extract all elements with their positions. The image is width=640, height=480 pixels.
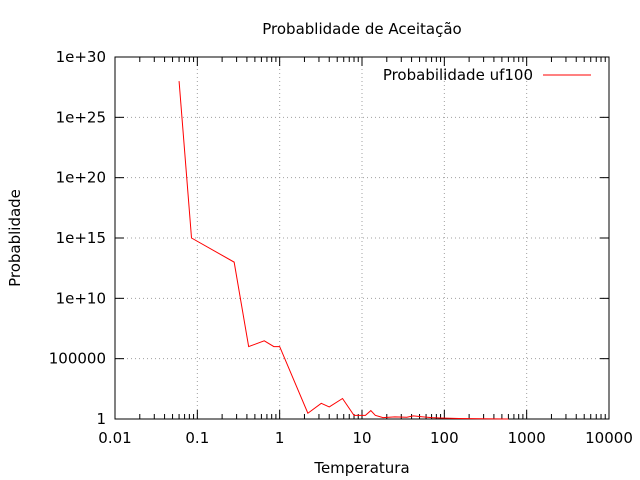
x-tick-label: 1000	[508, 429, 546, 447]
y-tick-label: 1e+30	[56, 48, 106, 66]
y-tick-label: 1	[96, 410, 106, 428]
legend: Probabilidade uf100	[383, 66, 591, 84]
y-tick-label: 1e+20	[56, 169, 106, 187]
series-line	[178, 81, 509, 420]
grid	[115, 57, 609, 419]
x-tick-label: 0.01	[98, 429, 131, 447]
y-tick-labels: 1 100000 1e+10 1e+15 1e+20 1e+25 1e+30	[49, 48, 106, 428]
x-tick-label: 0.1	[185, 429, 209, 447]
x-tick-label: 10	[352, 429, 371, 447]
y-tick-label: 1e+25	[56, 108, 106, 126]
x-tick-label: 100	[430, 429, 459, 447]
legend-label: Probabilidade uf100	[383, 66, 533, 84]
x-axis-title: Temperatura	[313, 459, 409, 477]
y-axis-title: Probablidade	[6, 189, 24, 287]
y-tick-label: 100000	[49, 350, 106, 368]
x-tick-label: 10000	[585, 429, 633, 447]
axis-ticks	[114, 56, 610, 420]
chart-title: Probablidade de Aceitação	[262, 20, 461, 38]
x-tick-labels: 0.01 0.1 1 10 100 1000 10000	[98, 429, 633, 447]
y-tick-label: 1e+15	[56, 229, 106, 247]
series-layer	[178, 81, 509, 420]
x-tick-label: 1	[275, 429, 285, 447]
y-tick-label: 1e+10	[56, 289, 106, 307]
